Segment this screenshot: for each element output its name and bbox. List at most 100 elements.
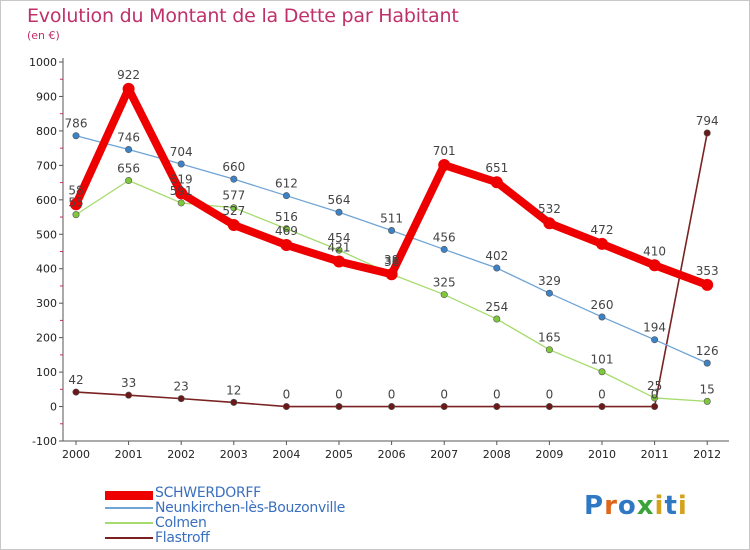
data-label: 402: [485, 249, 508, 263]
data-label: 15: [700, 382, 715, 396]
x-tick-label: 2001: [115, 448, 143, 461]
data-point: [177, 199, 185, 207]
data-label: 527: [222, 204, 245, 218]
data-point: [230, 398, 238, 406]
data-point: [440, 403, 448, 411]
data-label: 612: [275, 177, 298, 191]
data-point: [493, 403, 501, 411]
data-label: 656: [117, 162, 140, 176]
data-label: 922: [117, 68, 140, 82]
data-label: 660: [222, 160, 245, 174]
data-label: 421: [328, 240, 351, 254]
legend-item-flastroff: Flastroff: [105, 530, 405, 546]
legend-label-flastroff: Flastroff: [155, 530, 210, 546]
data-point: [438, 159, 451, 172]
data-point: [125, 177, 133, 185]
data-label: 0: [651, 388, 659, 402]
data-label: 591: [170, 184, 193, 198]
y-tick-label: 500: [36, 228, 57, 241]
data-point: [72, 388, 80, 396]
data-point: [70, 198, 82, 211]
data-label: 619: [170, 172, 193, 186]
x-tick-label: 2009: [535, 448, 563, 461]
data-label: 794: [696, 114, 719, 128]
data-label: 126: [696, 344, 719, 358]
data-label: 33: [121, 376, 136, 390]
data-point: [72, 211, 80, 219]
data-point: [440, 245, 448, 253]
data-point: [227, 218, 240, 231]
data-point: [335, 246, 343, 254]
data-point: [333, 255, 345, 268]
data-label: 329: [538, 274, 561, 288]
data-label: 194: [643, 321, 666, 335]
proxiti-logo: Proxiti: [584, 491, 688, 521]
data-point: [282, 192, 290, 200]
data-label: 0: [388, 388, 396, 402]
data-point: [598, 313, 606, 321]
data-label: 410: [643, 244, 666, 258]
y-tick-label: 600: [36, 194, 57, 207]
data-label: 651: [485, 161, 508, 175]
data-point: [282, 403, 290, 411]
data-point: [493, 264, 501, 272]
y-tick-label: 1000: [29, 56, 57, 69]
data-point: [282, 225, 290, 233]
legend-swatch-flastroff: [105, 537, 153, 539]
data-point: [543, 217, 556, 230]
data-label: 564: [328, 193, 351, 207]
data-point: [335, 403, 343, 411]
data-point: [596, 237, 608, 250]
data-label: 786: [65, 117, 88, 131]
x-tick-label: 2002: [167, 448, 195, 461]
data-point: [703, 359, 711, 367]
data-label: 0: [440, 388, 448, 402]
y-tick-label: -100: [32, 435, 57, 448]
y-tick-label: 100: [36, 366, 57, 379]
logo-letter: i: [654, 491, 665, 521]
legend-item-colmen: Colmen: [105, 515, 405, 531]
legend-item-schwerdorff: SCHWERDORFF: [105, 485, 405, 501]
data-point: [493, 315, 501, 323]
data-label: 701: [433, 144, 456, 158]
data-point: [703, 397, 711, 405]
data-label: 165: [538, 331, 561, 345]
legend-swatch-schwerdorff: [105, 491, 153, 500]
y-tick-label: 400: [36, 263, 57, 276]
data-point: [175, 187, 188, 200]
data-label: 0: [283, 388, 291, 402]
y-tick-label: 200: [36, 332, 57, 345]
data-point: [440, 291, 448, 299]
y-tick-label: 0: [50, 401, 57, 414]
logo-letter: o: [617, 491, 637, 521]
data-label: 58: [68, 183, 83, 197]
data-point: [177, 395, 185, 403]
y-tick-label: 900: [36, 90, 57, 103]
data-label: 704: [170, 145, 193, 159]
data-point: [545, 403, 553, 411]
data-point: [122, 82, 135, 95]
legend-label-neunkirchen: Neunkirchen-lès-Bouzonville: [155, 500, 346, 516]
data-label: 260: [591, 298, 614, 312]
data-point: [651, 403, 659, 411]
data-label: 516: [275, 210, 298, 224]
data-label: 42: [68, 373, 83, 387]
data-point: [388, 226, 396, 234]
data-point: [72, 132, 80, 140]
y-tick-label: 300: [36, 297, 57, 310]
legend-label-schwerdorff: SCHWERDORFF: [155, 485, 261, 501]
data-label: 577: [222, 189, 245, 203]
data-label: 532: [538, 202, 561, 216]
data-label: 0: [546, 388, 554, 402]
data-label: 25: [647, 379, 662, 393]
legend-item-neunkirchen: Neunkirchen-lès-Bouzonville: [105, 500, 405, 516]
data-label: 0: [598, 388, 606, 402]
logo-letter: x: [636, 491, 655, 521]
data-label: 511: [380, 211, 403, 225]
data-label: 456: [433, 230, 456, 244]
data-label: 55: [68, 196, 83, 210]
x-tick-label: 2011: [641, 448, 669, 461]
x-tick-label: 2005: [325, 448, 353, 461]
